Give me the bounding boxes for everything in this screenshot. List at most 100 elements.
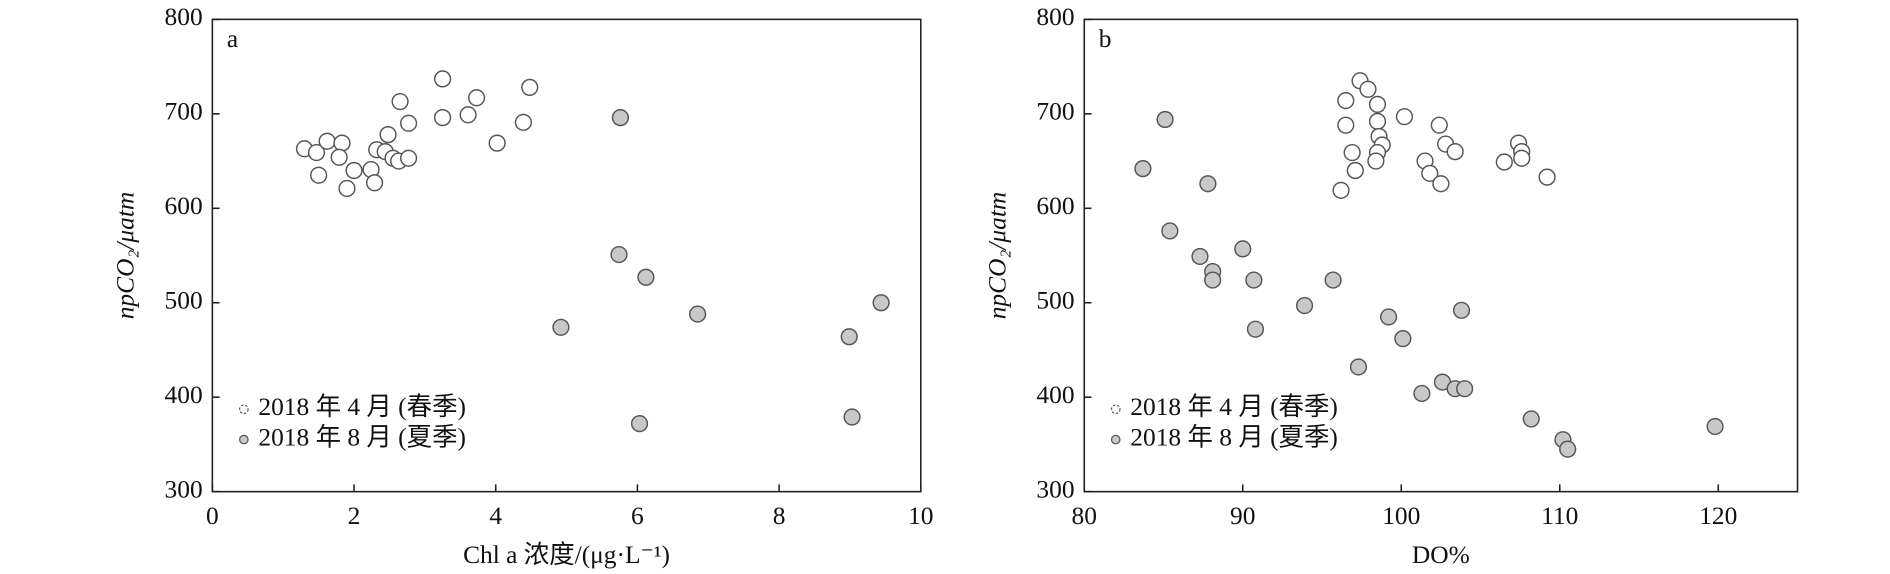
legend-label: 2018 年 8 月 (夏季) — [258, 422, 466, 451]
data-point — [872, 294, 890, 312]
data-point — [637, 268, 655, 286]
data-point — [1538, 168, 1556, 186]
y-tick-label: 600 — [165, 191, 203, 220]
data-point — [1349, 358, 1368, 376]
y-tick-label: 500 — [165, 286, 203, 315]
legend-label: 2018 年 8 月 (夏季) — [1130, 422, 1338, 451]
data-point — [379, 126, 397, 144]
x-tick-label: 100 — [1382, 501, 1420, 530]
data-point — [459, 106, 477, 124]
data-point — [1359, 80, 1377, 98]
legend-label: 2018 年 4 月 (春季) — [258, 392, 466, 421]
data-point — [1337, 116, 1355, 134]
x-tick-label: 80 — [1072, 501, 1097, 530]
data-point — [1367, 152, 1385, 170]
data-point — [1456, 380, 1474, 398]
legend-marker — [239, 434, 249, 445]
data-point — [1134, 160, 1152, 178]
y-tick-label: 600 — [1036, 191, 1074, 220]
data-point — [514, 113, 532, 131]
data-point — [611, 109, 630, 127]
data-point — [1452, 301, 1471, 319]
x-tick-label: 90 — [1230, 501, 1255, 530]
data-point — [1413, 384, 1431, 403]
panel-label: a — [227, 24, 238, 53]
panel-label: b — [1099, 24, 1112, 53]
y-tick-label: 400 — [1036, 380, 1074, 409]
y-tick-label: 300 — [1036, 474, 1074, 503]
data-point — [488, 134, 506, 152]
data-point — [310, 166, 328, 184]
data-point — [468, 89, 486, 107]
data-point — [1295, 296, 1314, 315]
data-point — [843, 408, 861, 426]
data-point — [391, 92, 409, 111]
data-point — [1246, 320, 1265, 338]
data-point — [1379, 308, 1398, 326]
data-point — [1432, 175, 1450, 193]
data-point — [434, 109, 452, 127]
x-tick-label: 10 — [908, 501, 933, 530]
x-tick-label: 0 — [206, 501, 219, 530]
data-point — [1234, 240, 1252, 258]
y-tick-label: 400 — [165, 380, 203, 409]
data-point — [1156, 110, 1174, 129]
legend-marker — [1110, 404, 1121, 415]
data-point — [318, 132, 336, 150]
data-point — [330, 148, 348, 166]
data-point — [338, 179, 356, 198]
plot-frame — [1083, 18, 1799, 493]
legend-label: 2018 年 4 月 (春季) — [1130, 392, 1338, 421]
x-tick-label: 6 — [631, 501, 644, 530]
data-point — [1446, 143, 1464, 161]
y-axis-label: npCO₂/μatm — [982, 192, 1011, 320]
data-point — [1337, 92, 1355, 110]
data-point — [840, 328, 858, 346]
data-point — [399, 149, 418, 167]
y-axis-label: npCO₂/μatm — [110, 192, 139, 320]
data-point — [1395, 108, 1414, 126]
x-tick-label: 8 — [773, 501, 786, 530]
data-point — [1332, 181, 1350, 199]
data-point — [1368, 112, 1387, 130]
x-tick-label: 2 — [348, 501, 361, 530]
data-point — [552, 318, 570, 336]
data-point — [521, 78, 539, 96]
data-point — [399, 114, 418, 132]
data-point — [610, 245, 628, 264]
data-point — [1394, 330, 1412, 348]
x-tick-label: 110 — [1541, 501, 1578, 530]
y-tick-label: 700 — [1036, 97, 1074, 126]
data-point — [1324, 271, 1342, 289]
x-axis-label: DO% — [1412, 540, 1470, 569]
y-tick-label: 300 — [165, 474, 203, 503]
y-tick-label: 800 — [165, 2, 203, 31]
plot-frame — [211, 18, 922, 493]
data-point — [365, 174, 384, 192]
data-point — [1706, 417, 1724, 436]
data-point — [333, 134, 351, 152]
data-point — [434, 70, 452, 88]
data-point — [1559, 440, 1577, 458]
data-point — [1495, 153, 1513, 171]
legend-marker — [1110, 434, 1121, 445]
data-point — [1161, 222, 1179, 240]
x-axis-label: Chl a 浓度/(μg·L⁻¹) — [463, 540, 670, 569]
data-point — [1199, 175, 1217, 193]
data-point — [1346, 161, 1364, 180]
y-tick-label: 700 — [165, 97, 203, 126]
data-point — [307, 143, 326, 162]
x-tick-label: 120 — [1699, 501, 1737, 530]
data-point — [1343, 143, 1361, 162]
data-point — [630, 415, 649, 433]
legend-marker — [239, 404, 249, 415]
data-point — [1204, 271, 1222, 289]
data-point — [1522, 410, 1540, 428]
y-tick-label: 800 — [1036, 2, 1074, 31]
x-tick-label: 4 — [489, 501, 502, 530]
data-point — [1368, 95, 1387, 113]
data-point — [1430, 116, 1448, 134]
data-point — [1245, 271, 1263, 289]
data-point — [1421, 164, 1439, 182]
